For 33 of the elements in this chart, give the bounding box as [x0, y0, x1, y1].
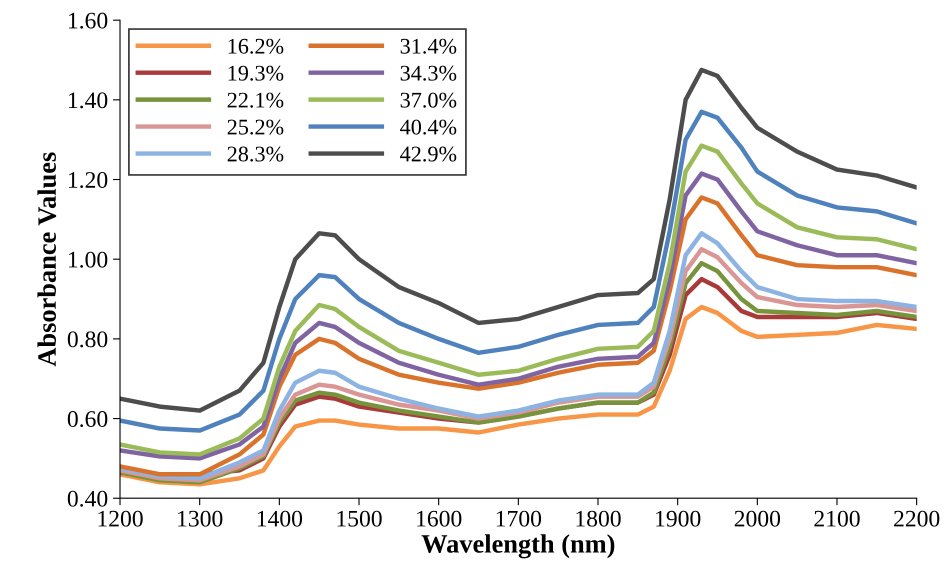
x-tick-label: 1600 — [417, 510, 462, 527]
x-axis-title: Wavelength (nm) — [422, 534, 614, 558]
y-tick-label: 1.40 — [68, 92, 108, 108]
x-tick-label: 1900 — [656, 510, 700, 527]
x-tick-label: 2200 — [894, 510, 940, 527]
x-tick-label: 1400 — [258, 510, 302, 527]
x-tick-label: 1300 — [178, 510, 222, 527]
y-axis-title: Absorbance Values — [37, 152, 56, 366]
legend-label: 28.3% — [228, 146, 284, 162]
line-series — [120, 110, 917, 433]
legend-label: 31.4% — [400, 38, 456, 54]
legend-label: 42.9% — [400, 146, 456, 162]
legend-label: 16.2% — [228, 38, 284, 54]
y-tick-label: 0.80 — [68, 331, 108, 348]
legend-label: 19.3% — [228, 66, 284, 81]
y-tick-label: 1.00 — [68, 252, 108, 268]
x-tick-label: 2000 — [734, 510, 780, 527]
y-tick-label: 0.60 — [68, 411, 108, 428]
legend-label: 22.1% — [228, 92, 284, 108]
legend-label: 34.3% — [400, 66, 456, 81]
x-tick-label: 2100 — [814, 510, 860, 527]
x-tick-label: 1500 — [337, 510, 382, 527]
y-tick-label: 1.60 — [68, 12, 108, 29]
line-series — [120, 304, 917, 487]
y-tick-label: 1.20 — [68, 172, 108, 188]
legend-label: 25.2% — [228, 120, 284, 135]
legend-label: 40.4% — [400, 120, 456, 135]
line-series — [120, 68, 917, 413]
legend-label: 37.0% — [400, 92, 456, 108]
x-tick-label: 1800 — [576, 510, 621, 527]
x-tick-label: 1200 — [98, 510, 143, 527]
y-tick-label: 0.40 — [68, 490, 108, 507]
x-tick-label: 1700 — [496, 510, 542, 527]
